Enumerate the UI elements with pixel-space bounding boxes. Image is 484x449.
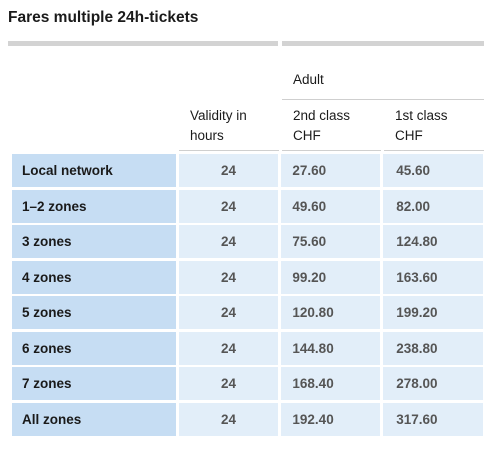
zone-label: All zones [12,402,176,436]
validity-cell: 24 [178,367,279,400]
second-class-header-rule [282,150,381,151]
validity-cell: 24 [178,331,279,365]
zone-label: Local network [12,154,176,187]
validity-header: Validity in hours [190,108,247,143]
second-class-header: 2nd class CHF [293,108,351,143]
zone-label: 7 zones [12,367,176,400]
table-row: 5 zones 24 120.80 199.20 [12,296,483,329]
zone-label: 6 zones [12,331,176,365]
first-class-fare: 278.00 [383,367,483,400]
first-class-fare: 199.20 [383,296,483,329]
title-rule-left [8,41,278,46]
first-class-fare: 82.00 [383,189,483,223]
second-class-fare: 144.80 [281,331,381,365]
table-row: 3 zones 24 75.60 124.80 [12,225,483,258]
second-class-fare: 120.80 [281,296,381,329]
validity-cell: 24 [178,260,279,294]
first-class-fare: 45.60 [383,154,483,187]
table-row: 7 zones 24 168.40 278.00 [12,367,483,400]
zone-label: 1–2 zones [12,189,176,223]
second-class-fare: 168.40 [281,367,381,400]
table-row: 6 zones 24 144.80 238.80 [12,331,483,365]
first-class-fare: 124.80 [383,225,483,258]
first-class-fare: 317.60 [383,402,483,436]
validity-cell: 24 [178,154,279,187]
first-class-header-rule [384,150,484,151]
fares-table-body: Local network 24 27.60 45.60 1–2 zones 2… [12,154,483,438]
first-class-header: 1st class CHF [395,108,448,143]
second-class-fare: 49.60 [281,189,381,223]
first-class-fare: 163.60 [383,260,483,294]
title-rule-right [282,41,484,46]
validity-cell: 24 [178,296,279,329]
second-class-fare: 27.60 [281,154,381,187]
zone-label: 4 zones [12,260,176,294]
zone-label: 3 zones [12,225,176,258]
table-row: Local network 24 27.60 45.60 [12,154,483,187]
validity-cell: 24 [178,189,279,223]
table-row: 1–2 zones 24 49.60 82.00 [12,189,483,223]
page-title: Fares multiple 24h-tickets [8,9,199,26]
adult-group-label: Adult [293,72,324,87]
zone-label: 5 zones [12,296,176,329]
first-class-fare: 238.80 [383,331,483,365]
adult-group-rule [282,99,484,100]
second-class-fare: 75.60 [281,225,381,258]
validity-cell: 24 [178,402,279,436]
second-class-fare: 192.40 [281,402,381,436]
table-row: All zones 24 192.40 317.60 [12,402,483,436]
validity-header-rule [179,150,279,151]
table-row: 4 zones 24 99.20 163.60 [12,260,483,294]
second-class-fare: 99.20 [281,260,381,294]
validity-cell: 24 [178,225,279,258]
